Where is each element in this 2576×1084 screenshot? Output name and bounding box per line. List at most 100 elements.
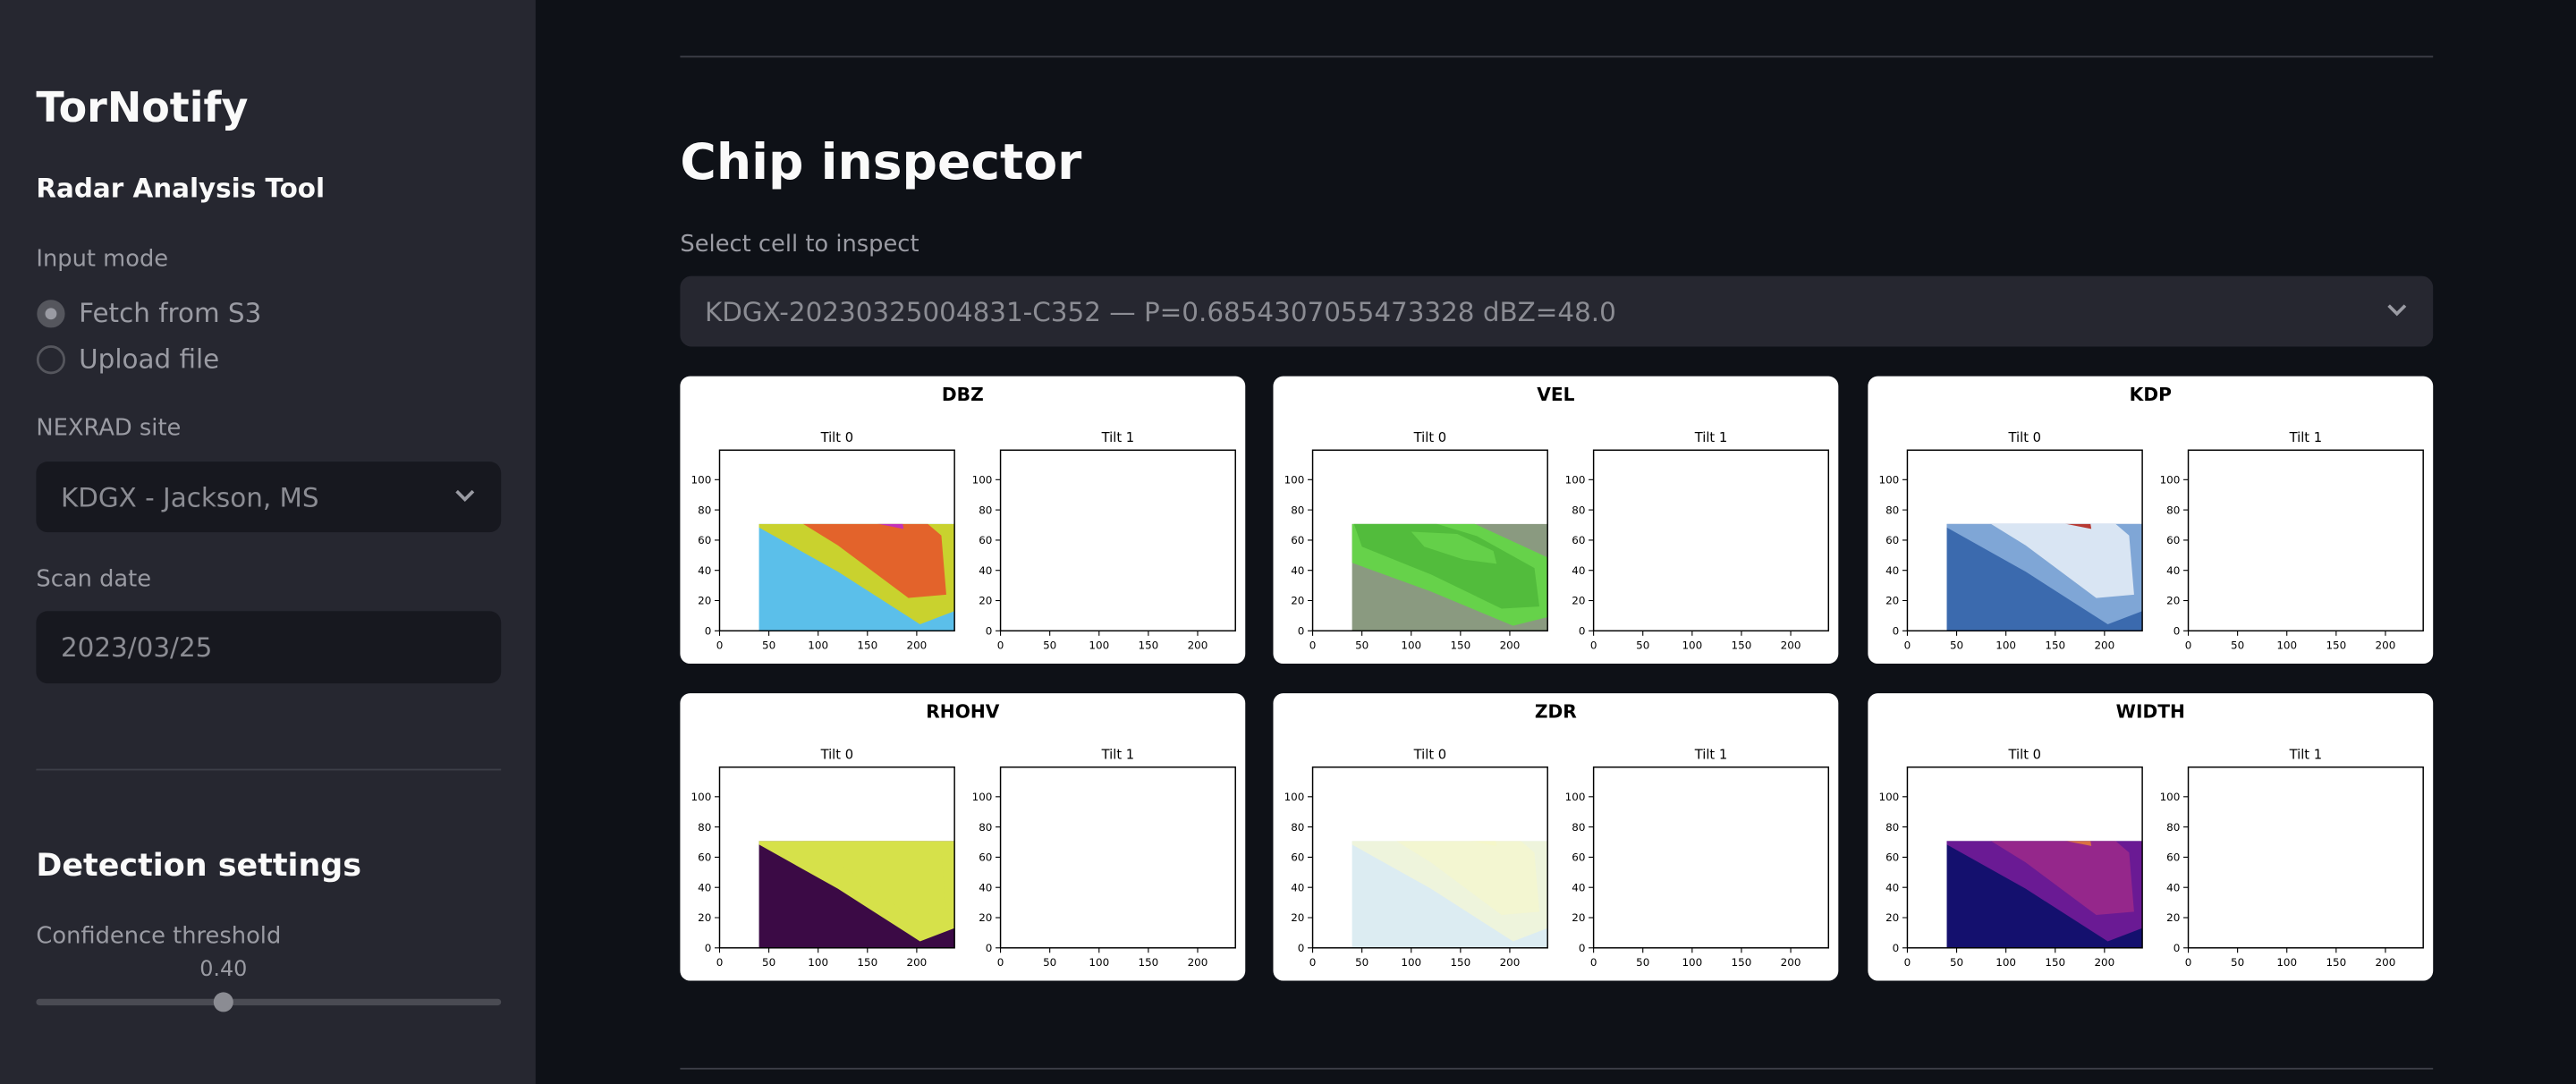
panel-title: WIDTH <box>2116 701 2185 723</box>
chart-panel: WIDTH Tilt 0 0 50 100 150 200 0 20 40 60 80 100 Tilt … <box>1868 693 2434 981</box>
radar-image <box>1594 450 1829 631</box>
plot-frame <box>2187 766 2424 949</box>
x-tick-label: 0 <box>997 639 1004 652</box>
x-tick-label: 100 <box>1996 956 2016 969</box>
y-tick-label: 40 <box>1572 564 1585 577</box>
cell-select[interactable]: KDGX-20230325004831-C352 — P=0.685430705… <box>680 275 2434 347</box>
radio-icons <box>36 300 66 375</box>
y-tick-label: 0 <box>2174 942 2181 954</box>
y-tick-label: 0 <box>1893 942 1900 954</box>
image-region <box>1411 531 1497 564</box>
y-tick-label: 20 <box>1572 595 1585 607</box>
panel-title: ZDR <box>1535 701 1577 723</box>
x-tick-label: 150 <box>857 956 877 969</box>
y-tick-label: 0 <box>1298 625 1305 638</box>
y-tick-label: 40 <box>979 564 992 577</box>
image-bg <box>1594 450 1829 631</box>
image-bg <box>1001 450 1236 631</box>
image-region <box>1313 450 1548 515</box>
y-tick-label: 80 <box>2166 821 2180 834</box>
x-tick-label: 50 <box>1043 639 1056 652</box>
x-tick-label: 0 <box>1904 956 1911 969</box>
y-tick-label: 80 <box>979 504 992 516</box>
y-tick-label: 80 <box>1885 821 1899 834</box>
x-tick-label: 100 <box>1996 639 2016 652</box>
subplot-title: Tilt 1 <box>1694 430 1727 445</box>
radio-option[interactable]: Fetch from S3 <box>79 297 262 329</box>
slider-thumb[interactable] <box>213 992 233 1012</box>
date-label: Scan date <box>36 566 152 594</box>
x-tick-label: 200 <box>2376 956 2396 969</box>
y-tick-label: 40 <box>979 881 992 893</box>
y-tick-label: 20 <box>1291 911 1304 924</box>
plot-frame <box>2187 449 2424 632</box>
image-region <box>1692 532 1778 564</box>
y-tick-label: 80 <box>979 821 992 834</box>
y-tick-label: 40 <box>1572 881 1585 893</box>
y-tick-label: 60 <box>1572 851 1585 864</box>
image-region <box>1099 797 1185 846</box>
y-tick-label: 20 <box>2166 595 2180 607</box>
image-region <box>1001 450 1236 624</box>
y-tick-label: 0 <box>1579 942 1586 954</box>
slider-track[interactable] <box>36 998 502 1006</box>
image-region <box>1692 797 1778 846</box>
image-region <box>1353 523 1540 609</box>
y-tick-label: 20 <box>1572 911 1585 924</box>
x-tick-label: 0 <box>1309 639 1317 652</box>
y-tick-label: 40 <box>1291 564 1304 577</box>
site-label: NEXRAD site <box>36 415 182 443</box>
y-tick-label: 80 <box>698 504 711 516</box>
y-tick-label: 60 <box>1885 534 1899 546</box>
image-region <box>2287 479 2373 529</box>
plot-frame <box>1592 766 1830 949</box>
image-region <box>1594 512 1829 626</box>
y-tick-label: 100 <box>1284 474 1305 487</box>
image-region <box>1471 841 1497 846</box>
y-tick-label: 60 <box>979 534 992 546</box>
y-tick-label: 100 <box>972 791 993 803</box>
y-tick-label: 20 <box>1885 595 1899 607</box>
x-tick-label: 50 <box>2231 639 2244 652</box>
y-tick-label: 0 <box>986 625 993 638</box>
divider <box>680 1067 2434 1070</box>
y-tick-label: 20 <box>1291 595 1304 607</box>
x-tick-label: 200 <box>907 956 928 969</box>
x-tick-label: 0 <box>1904 639 1911 652</box>
image-bg <box>1001 767 1236 948</box>
y-tick-label: 0 <box>705 942 712 954</box>
y-tick-label: 0 <box>705 625 712 638</box>
x-tick-label: 50 <box>1043 956 1056 969</box>
image-region <box>1635 780 1821 915</box>
image-region <box>1594 767 1829 942</box>
subplot-title: Tilt 1 <box>2289 748 2322 763</box>
x-tick-label: 200 <box>907 639 928 652</box>
plot-frame <box>999 766 1236 949</box>
image-region <box>2287 797 2373 846</box>
radio-option[interactable]: Upload file <box>79 343 220 375</box>
radar-image <box>1313 450 1548 631</box>
y-tick-label: 100 <box>2160 791 2181 803</box>
date-input[interactable]: 2023/03/25 <box>36 611 502 684</box>
site-select[interactable]: KDGX - Jackson, MS <box>36 462 502 533</box>
divider <box>36 768 502 771</box>
y-tick-label: 20 <box>979 911 992 924</box>
x-tick-label: 200 <box>1500 639 1521 652</box>
chart-panel: RHOHV Tilt 0 0 50 100 150 200 0 20 40 60 80 100 Tilt … <box>680 693 1246 981</box>
subplot-title: Tilt 0 <box>2008 430 2041 445</box>
subplot-title: Tilt 0 <box>820 748 853 763</box>
input-mode-label: Input mode <box>36 246 169 273</box>
detection-heading: Detection settings <box>36 847 362 885</box>
x-tick-label: 50 <box>2231 956 2244 969</box>
x-tick-label: 150 <box>1450 956 1470 969</box>
y-tick-label: 20 <box>698 911 711 924</box>
y-tick-label: 40 <box>698 881 711 893</box>
image-region <box>1041 463 1227 598</box>
y-tick-label: 100 <box>1879 474 1900 487</box>
